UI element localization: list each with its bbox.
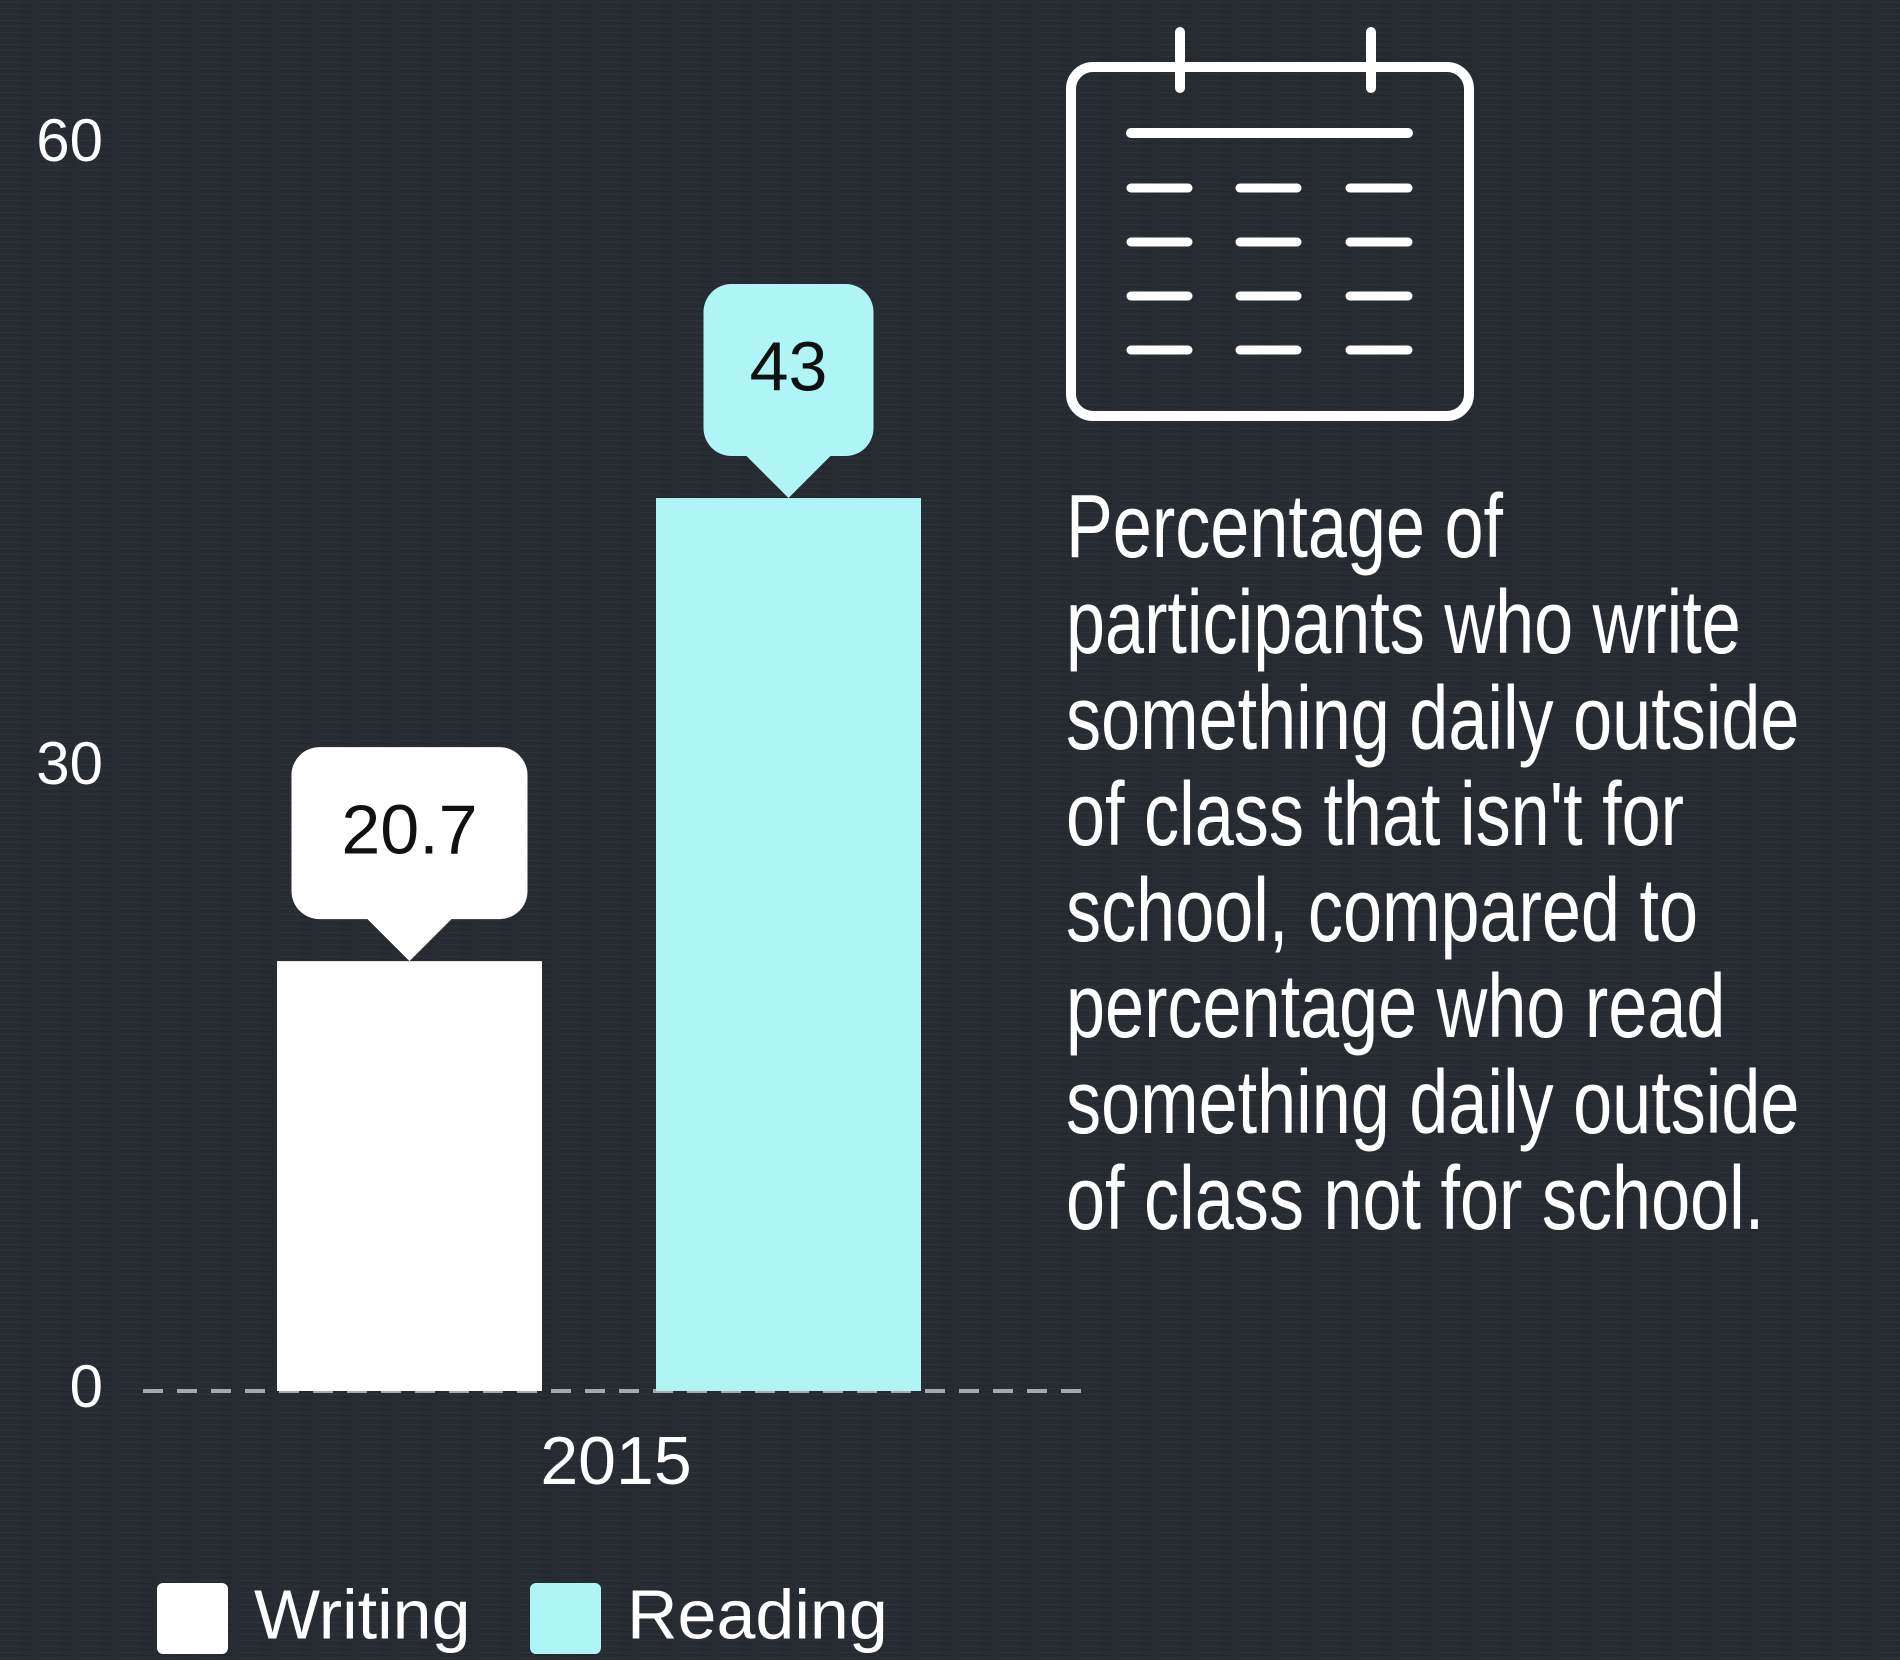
- description-line: of class that isn't for: [1066, 764, 1684, 864]
- description-line: school, compared to: [1066, 860, 1698, 960]
- description-line: of class not for school.: [1066, 1148, 1764, 1248]
- description-line: percentage who read: [1066, 956, 1725, 1056]
- legend-swatch: [530, 1583, 601, 1654]
- description-line: participants who write: [1066, 572, 1741, 672]
- description-line-group: Percentage of: [1066, 476, 1503, 576]
- description-line-group: school, compared to: [1066, 860, 1698, 960]
- data-label-callout: [291, 747, 528, 962]
- y-tick-label: 30: [36, 730, 103, 797]
- y-tick-label: 60: [36, 107, 103, 174]
- legend-swatch: [157, 1583, 228, 1654]
- legend-label: Reading: [627, 1575, 888, 1653]
- data-label: 20.7: [341, 791, 477, 869]
- description-line: something daily outside: [1066, 668, 1799, 768]
- description-line: Percentage of: [1066, 476, 1503, 576]
- description-line-group: of class not for school.: [1066, 1148, 1764, 1248]
- x-tick-label: 2015: [540, 1423, 691, 1499]
- y-tick-label: 0: [70, 1353, 103, 1420]
- description-line-group: of class that isn't for: [1066, 764, 1684, 864]
- description-line-group: something daily outside: [1066, 668, 1799, 768]
- description-line: something daily outside: [1066, 1052, 1799, 1152]
- calendar-icon: [1066, 27, 1474, 421]
- description-line-group: something daily outside: [1066, 1052, 1799, 1152]
- bar: [277, 961, 542, 1391]
- data-label: 43: [750, 328, 828, 406]
- data-label-callout: [703, 284, 874, 499]
- bar: [656, 498, 921, 1391]
- description-line-group: percentage who read: [1066, 956, 1725, 1056]
- legend-label: Writing: [254, 1575, 471, 1653]
- description-line-group: participants who write: [1066, 572, 1741, 672]
